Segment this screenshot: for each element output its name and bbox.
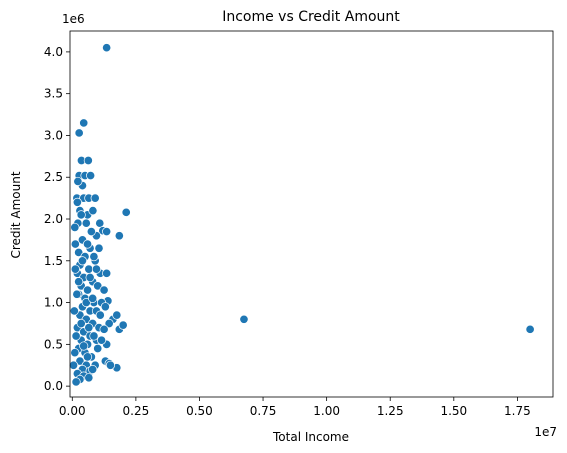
data-point: [83, 155, 93, 166]
data-point: [95, 218, 105, 228]
data-point: [74, 128, 84, 138]
y-tick-label: 1.5: [44, 254, 63, 268]
data-point: [104, 318, 114, 329]
data-point: [76, 210, 86, 220]
data-point: [83, 285, 93, 295]
x-tick-label: 0.25: [123, 404, 150, 418]
data-point: [102, 227, 112, 237]
data-point: [239, 314, 249, 324]
data-point: [77, 256, 88, 266]
data-point: [105, 360, 115, 370]
data-point: [75, 356, 85, 366]
data-point: [91, 264, 101, 274]
data-point: [83, 352, 93, 362]
y-tick-label: 2.5: [44, 170, 63, 184]
y-axis-ticks: 0.0 0.5 1.0 1.5 2.0 2.5 3.0 3.5 4.0: [44, 45, 70, 393]
data-point: [88, 293, 98, 303]
data-point: [102, 268, 112, 278]
x-tick-label: 1.50: [440, 404, 467, 418]
data-point: [86, 171, 96, 181]
data-point: [94, 243, 104, 253]
y-tick-label: 1.0: [44, 296, 63, 310]
y-tick-label: 4.0: [44, 45, 63, 59]
data-point: [72, 289, 82, 299]
data-point: [81, 218, 91, 228]
x-tick-label: 1.00: [313, 404, 340, 418]
data-point: [84, 264, 94, 274]
data-point: [525, 324, 535, 334]
y-tick-label: 0.5: [44, 337, 63, 351]
data-point: [71, 331, 81, 341]
data-point: [70, 264, 80, 274]
data-point: [76, 318, 86, 329]
x-axis-offset-label: 1e7: [534, 425, 557, 439]
data-point: [102, 43, 112, 53]
y-tick-label: 3.0: [44, 128, 63, 142]
chart-title: Income vs Credit Amount: [222, 9, 400, 25]
data-point: [89, 331, 99, 341]
data-point: [90, 193, 100, 203]
data-point: [79, 341, 89, 351]
data-point: [69, 360, 79, 370]
data-point: [85, 272, 95, 283]
data-point: [70, 239, 80, 249]
data-point: [83, 239, 93, 249]
data-point: [114, 231, 124, 241]
y-tick-label: 2.0: [44, 212, 63, 226]
data-point: [89, 252, 99, 262]
data-point: [95, 310, 105, 320]
data-point: [99, 324, 109, 334]
x-tick-label: 1.25: [377, 404, 404, 418]
data-point: [100, 302, 110, 312]
data-point: [88, 206, 98, 216]
data-point: [79, 118, 89, 128]
data-point: [121, 207, 131, 217]
data-point: [70, 222, 80, 232]
data-point: [118, 320, 128, 330]
data-point: [84, 323, 94, 333]
x-tick-label: 0.50: [186, 404, 213, 418]
data-point: [88, 364, 98, 374]
y-axis-offset-label: 1e6: [62, 12, 85, 26]
data-points: [69, 43, 535, 387]
data-point: [86, 227, 96, 237]
data-point: [72, 197, 82, 207]
data-point: [70, 348, 80, 358]
y-tick-label: 3.5: [44, 87, 63, 101]
y-axis-label: Credit Amount: [9, 171, 23, 258]
plot-frame: [69, 30, 554, 398]
data-point: [112, 310, 122, 320]
data-point: [99, 285, 109, 295]
data-point: [74, 247, 84, 257]
x-axis-ticks: 0.00 0.25 0.50 0.75 1.00 1.25 1.50 1.75: [59, 397, 531, 418]
data-point: [81, 298, 91, 308]
data-point: [74, 277, 84, 287]
y-tick-label: 0.0: [44, 379, 63, 393]
data-point: [93, 343, 103, 354]
x-axis-label: Total Income: [272, 430, 349, 444]
data-point: [84, 373, 94, 383]
x-tick-label: 1.75: [504, 404, 531, 418]
x-tick-label: 0.00: [59, 404, 86, 418]
data-point: [73, 176, 83, 186]
data-point: [93, 281, 103, 291]
data-point: [96, 335, 107, 345]
data-point: [71, 377, 81, 387]
data-point: [69, 306, 79, 316]
x-tick-label: 0.75: [250, 404, 277, 418]
